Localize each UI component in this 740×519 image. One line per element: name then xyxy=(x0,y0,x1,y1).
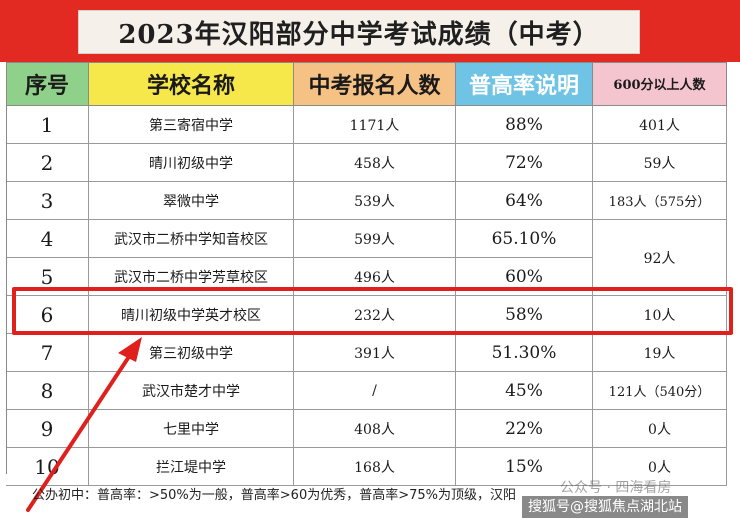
row-index: 9 xyxy=(6,410,89,448)
row-rate: 60% xyxy=(456,258,593,296)
row-school: 武汉市二桥中学知音校区 xyxy=(89,220,294,258)
row-over600: 183人（575分） xyxy=(593,182,727,220)
row-over600: 121人（540分） xyxy=(593,372,727,410)
header-applicants: 中考报名人数 xyxy=(294,62,456,106)
row-index: 7 xyxy=(6,334,89,372)
watermark-bottom: 搜狐号@搜狐焦点湖北站 xyxy=(522,496,688,518)
table-row: 7 第三初级中学 391人 51.30% 19人 xyxy=(6,334,727,372)
row-applicants: 496人 xyxy=(294,258,456,296)
table-row: 4 武汉市二桥中学知音校区 599人 65.10% xyxy=(6,220,727,258)
table-row: 9 七里中学 408人 22% 0人 xyxy=(6,410,727,448)
row-applicants: 408人 xyxy=(294,410,456,448)
row-index: 3 xyxy=(6,182,89,220)
row-rate: 15% xyxy=(456,448,593,486)
row-over600: 401人 xyxy=(593,106,727,144)
row-index: 1 xyxy=(6,106,89,144)
table-row: 5 武汉市二桥中学芳草校区 496人 60% xyxy=(6,258,727,296)
arrow-head xyxy=(118,337,142,362)
row-over600: 0人 xyxy=(593,410,727,448)
header-school: 学校名称 xyxy=(89,62,294,106)
row-school: 第三寄宿中学 xyxy=(89,106,294,144)
table-row: 3 翠微中学 539人 64% 183人（575分） xyxy=(6,182,727,220)
table-row: 10 拦江堤中学 168人 15% 0人 xyxy=(6,448,727,486)
row-school: 晴川初级中学 xyxy=(89,144,294,182)
watermark: 公众号 · 四海看房 xyxy=(560,480,672,496)
header-index: 序号 xyxy=(6,62,89,106)
row-index: 8 xyxy=(6,372,89,410)
row-rate: 22% xyxy=(456,410,593,448)
table-row: 1 第三寄宿中学 1171人 88% 401人 xyxy=(6,106,727,144)
row-rate: 65.10% xyxy=(456,220,593,258)
row-applicants: 168人 xyxy=(294,448,456,486)
row-rate: 88% xyxy=(456,106,593,144)
header-over600: 600分以上人数 xyxy=(593,62,727,106)
row-applicants: 599人 xyxy=(294,220,456,258)
row-school: 武汉市楚才中学 xyxy=(89,372,294,410)
row-school: 拦江堤中学 xyxy=(89,448,294,486)
highlight-box xyxy=(12,287,733,335)
footnote: 公办初中：普高率：>50%为一般，普高率>60为优秀，普高率>75%为顶级，汉阳 xyxy=(32,488,517,503)
row-over600: 19人 xyxy=(593,334,727,372)
title-banner: 2023年汉阳部分中学考试成绩（中考） xyxy=(0,0,740,62)
row-rate: 72% xyxy=(456,144,593,182)
row-over600: 0人 xyxy=(593,448,727,486)
table-row: 8 武汉市楚才中学 / 45% 121人（540分） xyxy=(6,372,727,410)
header-rate: 普高率说明 xyxy=(456,62,593,106)
row-rate: 45% xyxy=(456,372,593,410)
row-index: 4 xyxy=(6,220,89,258)
row-applicants: 458人 xyxy=(294,144,456,182)
row-over600: 59人 xyxy=(593,144,727,182)
row-school: 武汉市二桥中学芳草校区 xyxy=(89,258,294,296)
table-row: 2 晴川初级中学 458人 72% 59人 xyxy=(6,144,727,182)
row-school: 第三初级中学 xyxy=(89,334,294,372)
row-applicants: 539人 xyxy=(294,182,456,220)
row-school: 翠微中学 xyxy=(89,182,294,220)
merged-over600-cell: 92人 xyxy=(593,220,727,296)
row-applicants: / xyxy=(294,372,456,410)
row-index: 2 xyxy=(6,144,89,182)
row-rate: 64% xyxy=(456,182,593,220)
row-index: 5 xyxy=(6,258,89,296)
row-applicants: 1171人 xyxy=(294,106,456,144)
arrow-shaft xyxy=(26,350,134,512)
row-school: 七里中学 xyxy=(89,410,294,448)
page-title: 2023年汉阳部分中学考试成绩（中考） xyxy=(78,10,640,54)
row-applicants: 391人 xyxy=(294,334,456,372)
row-rate: 51.30% xyxy=(456,334,593,372)
